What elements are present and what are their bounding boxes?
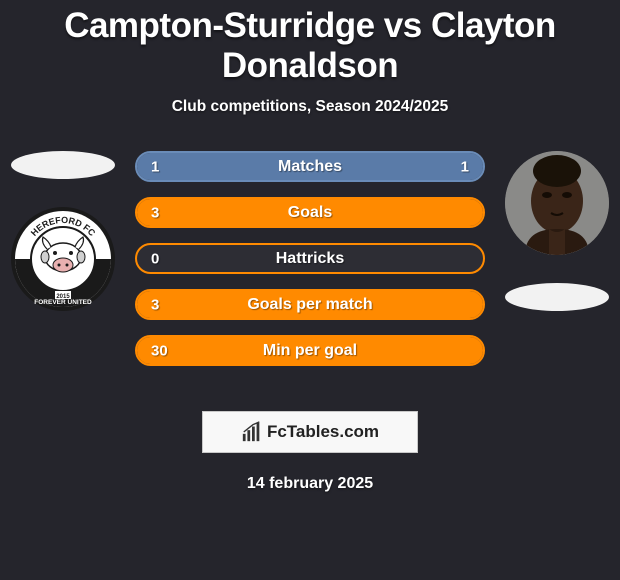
bar-value-left: 0 (151, 250, 159, 267)
bar-label: Goals per match (247, 296, 372, 314)
comparison-content: HEREFORD FC FOREVER UNITED 20 (0, 151, 620, 391)
watermark-text: FcTables.com (267, 422, 379, 442)
crest-icon: HEREFORD FC FOREVER UNITED 20 (11, 207, 115, 311)
right-player-avatar (505, 151, 609, 255)
right-player-column (502, 151, 612, 311)
stat-bar: 3 Goals (135, 197, 485, 228)
right-player-oval (505, 283, 609, 311)
bar-value-left: 30 (151, 342, 168, 359)
bar-label: Matches (278, 158, 342, 176)
stat-bar: 0 Hattricks (135, 243, 485, 274)
svg-text:FOREVER UNITED: FOREVER UNITED (34, 299, 92, 306)
chart-icon (241, 421, 263, 443)
bar-value-left: 1 (151, 158, 159, 175)
subtitle: Club competitions, Season 2024/2025 (0, 98, 620, 116)
bar-label: Hattricks (276, 250, 344, 268)
left-club-crest: HEREFORD FC FOREVER UNITED 20 (11, 207, 115, 311)
stat-bar: 30 Min per goal (135, 335, 485, 366)
left-player-column: HEREFORD FC FOREVER UNITED 20 (8, 151, 118, 311)
bar-value-right: 1 (461, 158, 469, 175)
bar-label: Goals (288, 204, 332, 222)
page-title: Campton-Sturridge vs Clayton Donaldson (0, 0, 620, 86)
left-player-oval (11, 151, 115, 179)
date-label: 14 february 2025 (0, 475, 620, 493)
stat-bars: 1 1 Matches 3 Goals 0 Hattricks 3 Goals per matc… (135, 151, 485, 366)
stat-bar: 3 Goals per match (135, 289, 485, 320)
stat-bar: 1 1 Matches (135, 151, 485, 182)
watermark: FcTables.com (202, 411, 418, 453)
bar-value-left: 3 (151, 204, 159, 221)
bar-label: Min per goal (263, 342, 357, 360)
bar-value-left: 3 (151, 296, 159, 313)
avatar-icon (505, 151, 609, 255)
